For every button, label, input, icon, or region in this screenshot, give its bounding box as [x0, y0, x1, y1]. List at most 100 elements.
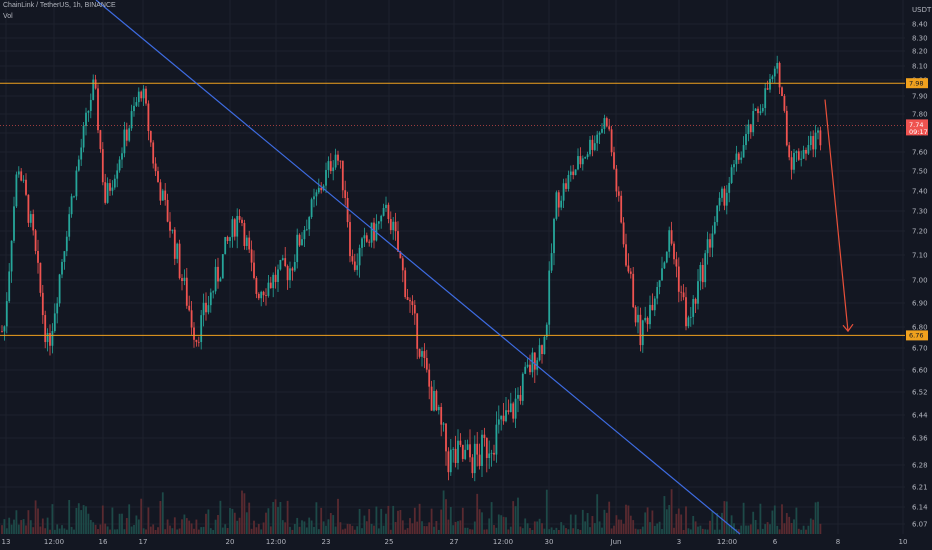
volume-bar: [488, 518, 491, 534]
candle-body: [625, 244, 627, 266]
y-tick-label: 6.80: [912, 324, 928, 332]
candle-body: [77, 159, 80, 171]
volume-bar: [68, 499, 71, 534]
candle-body: [92, 79, 95, 100]
volume-bar: [464, 527, 467, 534]
y-tick-label: 7.90: [912, 93, 928, 101]
volume-bar: [317, 529, 320, 534]
x-tick-label: 23: [322, 538, 331, 546]
current-price-label: 7.74: [909, 121, 923, 129]
candle-body: [572, 171, 575, 176]
candle-body: [53, 313, 56, 331]
volume-bar: [20, 520, 23, 534]
candle-body: [497, 419, 500, 425]
volume-bar: [788, 516, 791, 534]
volume-bar: [135, 515, 138, 534]
volume-bar: [255, 527, 258, 534]
arrow-head: [842, 323, 854, 333]
candle-body: [598, 132, 601, 135]
candle-body: [680, 291, 683, 293]
candle-body: [793, 152, 795, 170]
candle-body: [502, 415, 505, 422]
volume-bar: [586, 513, 589, 534]
candle-body: [819, 130, 822, 146]
candle-body: [243, 223, 246, 246]
price-axis[interactable]: USDT8.408.308.208.108.007.907.807.707.60…: [912, 6, 932, 529]
volume-bar: [260, 529, 263, 534]
candle-body: [757, 108, 759, 114]
candle-body: [308, 217, 311, 230]
candle-body: [543, 336, 546, 355]
volume-bar: [721, 512, 723, 534]
volume-bar: [673, 527, 675, 534]
y-tick-label: 6.60: [912, 367, 928, 375]
candle-body: [327, 161, 330, 170]
x-tick-label: 3: [677, 538, 681, 546]
candle-body: [267, 282, 270, 296]
candle-body: [488, 453, 491, 458]
candle-body: [135, 102, 138, 106]
volume-bar: [3, 519, 6, 534]
candle-body: [586, 154, 589, 158]
volume-bar: [507, 529, 510, 534]
volume-bar: [605, 512, 608, 534]
volume-bar: [637, 529, 639, 534]
candle-body: [581, 158, 584, 165]
volume-bar: [409, 518, 411, 534]
candle-body: [197, 341, 200, 343]
candle-body: [728, 182, 731, 193]
candle-body: [622, 222, 625, 245]
y-tick-label: 6.07: [912, 521, 928, 529]
trend-line[interactable]: [95, 0, 741, 535]
candle-body: [80, 147, 83, 160]
volume-bar: [478, 509, 481, 534]
volume-bar: [608, 501, 611, 534]
candle-body: [452, 448, 455, 450]
volume-bar: [82, 505, 85, 534]
volume-bar: [1, 525, 3, 534]
candle-body: [389, 218, 392, 231]
volume-bar: [699, 525, 702, 534]
volume-bar: [46, 517, 49, 534]
projection-arrow[interactable]: [824, 99, 854, 333]
candle-body: [521, 373, 524, 401]
volume-bar: [728, 525, 731, 534]
volume-bar: [644, 512, 647, 534]
time-axis[interactable]: 13 12:00 16 17 20 12:00 23 25 27 12:00 30 Jun 3 12:00…: [2, 538, 908, 546]
candle-body: [221, 254, 224, 279]
volume-bar: [315, 502, 318, 534]
volume-bar: [171, 528, 174, 534]
volume-bar: [629, 515, 632, 534]
volume-bar: [536, 521, 539, 534]
volume-bar: [267, 508, 270, 534]
candle-body: [651, 304, 654, 311]
volume-bar: [29, 520, 32, 534]
volume-bar: [807, 525, 810, 534]
volume-bar: [27, 510, 30, 534]
candle-body: [137, 91, 140, 103]
candle-body: [713, 222, 716, 234]
candle-body: [397, 231, 399, 252]
candle-body: [449, 449, 452, 473]
candle-body: [193, 327, 195, 340]
volume-bar: [245, 512, 248, 534]
candle-body: [538, 345, 541, 361]
volume-bar: [809, 518, 812, 534]
volume-bar: [327, 519, 330, 534]
candle-body: [553, 218, 555, 254]
candle-body: [380, 215, 383, 222]
volume-bar: [17, 524, 20, 534]
volume-bar: [94, 524, 97, 534]
candle-body: [394, 221, 397, 232]
y-tick-label: 6.36: [912, 435, 928, 443]
volume-bar: [293, 523, 296, 534]
candle-body: [685, 297, 687, 327]
volume-bar: [334, 526, 337, 534]
volume-bar: [430, 508, 433, 534]
candle-body: [675, 259, 678, 267]
candle-body: [351, 256, 354, 262]
candle-body: [13, 206, 15, 241]
volume-bar: [356, 526, 359, 534]
candle-body: [349, 222, 351, 257]
